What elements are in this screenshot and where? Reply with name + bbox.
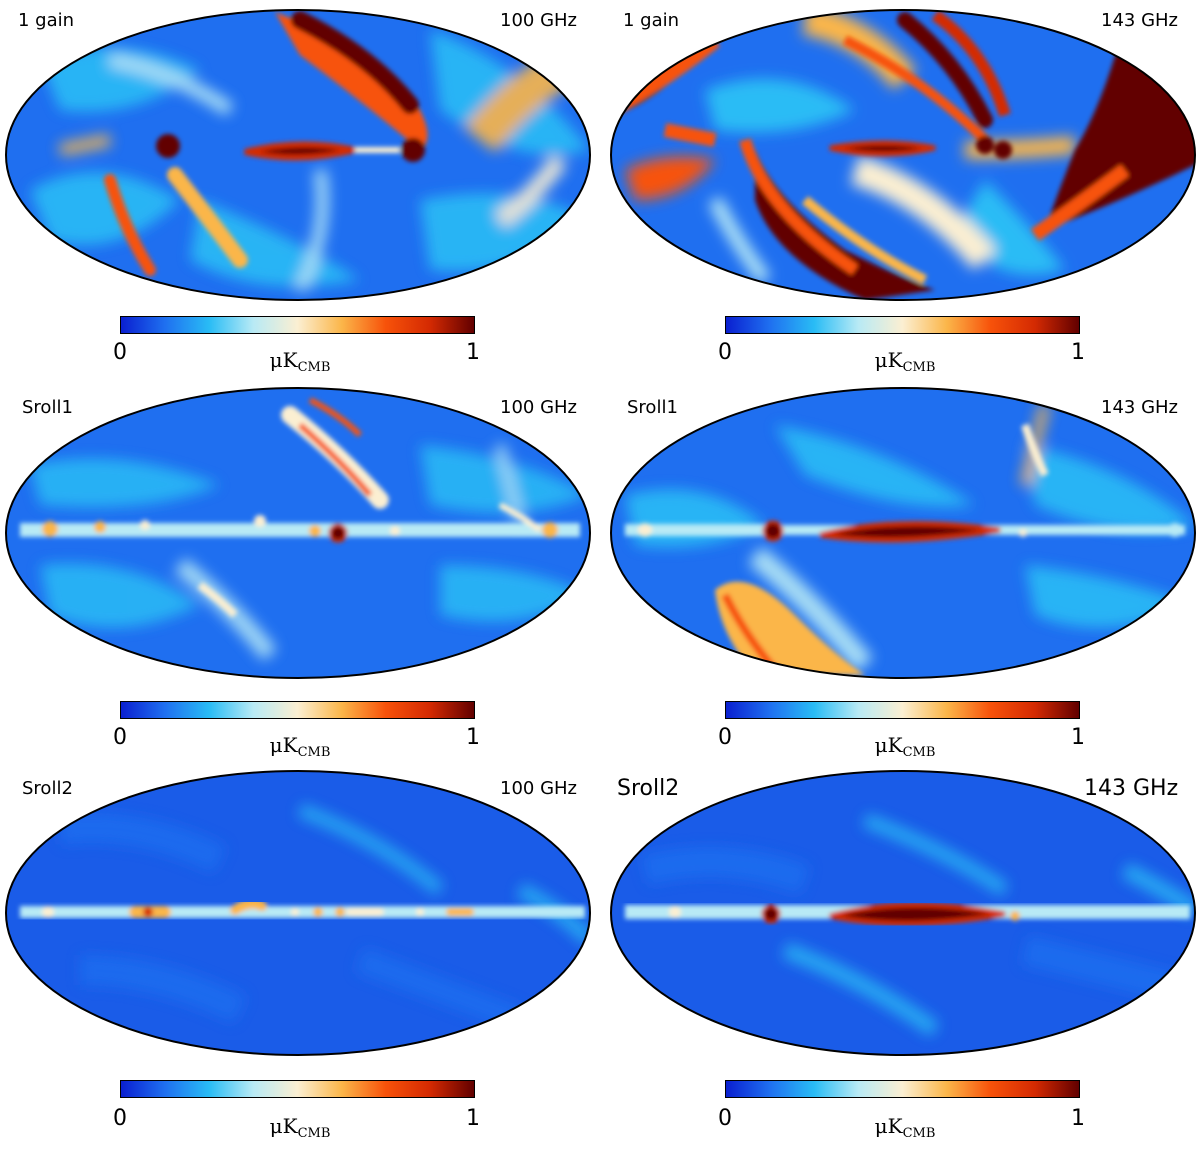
unit-main: μK <box>874 348 903 372</box>
unit-main: μK <box>269 733 298 757</box>
mollweide-map <box>610 770 1196 1056</box>
panel-label: Sroll2 <box>617 776 680 801</box>
colorbar-min-tick: 0 <box>718 1106 732 1131</box>
colorbar-min-tick: 0 <box>718 725 732 750</box>
map-panel-1gain-143: 1 gain 143 GHz 0 1 μKCMB <box>605 0 1200 381</box>
frequency-label: 100 GHz <box>500 397 578 418</box>
colorbar-max-tick: 1 <box>1071 725 1085 750</box>
colorbar-min-tick: 0 <box>113 340 127 365</box>
mollweide-map <box>5 770 591 1056</box>
map-panel-sroll2-100: Sroll2 100 GHz 0 1 μKCMB <box>0 770 600 1151</box>
map-panel-1gain-100: 1 gain 100 GHz 0 1 μKCMB <box>0 0 600 381</box>
colorbar-max-tick: 1 <box>1071 340 1085 365</box>
mollweide-map <box>5 387 591 679</box>
panel-label: 1 gain <box>18 10 75 31</box>
frequency-label: 100 GHz <box>500 778 578 799</box>
colorbar-max-tick: 1 <box>466 725 480 750</box>
frequency-label: 143 GHz <box>1084 776 1179 801</box>
frequency-label: 143 GHz <box>1101 397 1179 418</box>
unit-sub: CMB <box>902 360 936 375</box>
panel-label: 1 gain <box>623 10 680 31</box>
colorbar-unit: μKCMB <box>240 733 360 760</box>
unit-sub: CMB <box>297 745 331 760</box>
panel-label: Sroll1 <box>627 397 678 418</box>
map-panel-sroll1-143: Sroll1 143 GHz 0 1 μKCMB <box>605 385 1200 766</box>
panel-label: Sroll1 <box>22 397 73 418</box>
unit-main: μK <box>269 348 298 372</box>
colorbar <box>120 701 475 719</box>
unit-sub: CMB <box>297 360 331 375</box>
mollweide-map <box>610 387 1196 679</box>
colorbar-min-tick: 0 <box>718 340 732 365</box>
colorbar <box>120 316 475 334</box>
colorbar-max-tick: 1 <box>466 340 480 365</box>
mollweide-map <box>610 9 1196 301</box>
colorbar-unit: μKCMB <box>845 348 965 375</box>
unit-main: μK <box>874 733 903 757</box>
colorbar <box>725 1080 1080 1098</box>
colorbar-unit: μKCMB <box>240 348 360 375</box>
unit-main: μK <box>269 1114 298 1138</box>
unit-sub: CMB <box>902 745 936 760</box>
colorbar-min-tick: 0 <box>113 1106 127 1131</box>
colorbar-unit: μKCMB <box>240 1114 360 1141</box>
colorbar <box>725 316 1080 334</box>
colorbar-min-tick: 0 <box>113 725 127 750</box>
colorbar <box>120 1080 475 1098</box>
map-panel-sroll2-143: Sroll2 143 GHz 0 1 μKCMB <box>605 770 1200 1151</box>
unit-sub: CMB <box>902 1126 936 1141</box>
colorbar-unit: μKCMB <box>845 1114 965 1141</box>
unit-main: μK <box>874 1114 903 1138</box>
colorbar-max-tick: 1 <box>1071 1106 1085 1131</box>
frequency-label: 100 GHz <box>500 10 578 31</box>
colorbar-unit: μKCMB <box>845 733 965 760</box>
mollweide-map <box>5 9 591 301</box>
frequency-label: 143 GHz <box>1101 10 1179 31</box>
map-panel-sroll1-100: Sroll1 100 GHz 0 1 μKCMB <box>0 385 600 766</box>
panel-label: Sroll2 <box>22 778 73 799</box>
unit-sub: CMB <box>297 1126 331 1141</box>
colorbar-max-tick: 1 <box>466 1106 480 1131</box>
colorbar <box>725 701 1080 719</box>
